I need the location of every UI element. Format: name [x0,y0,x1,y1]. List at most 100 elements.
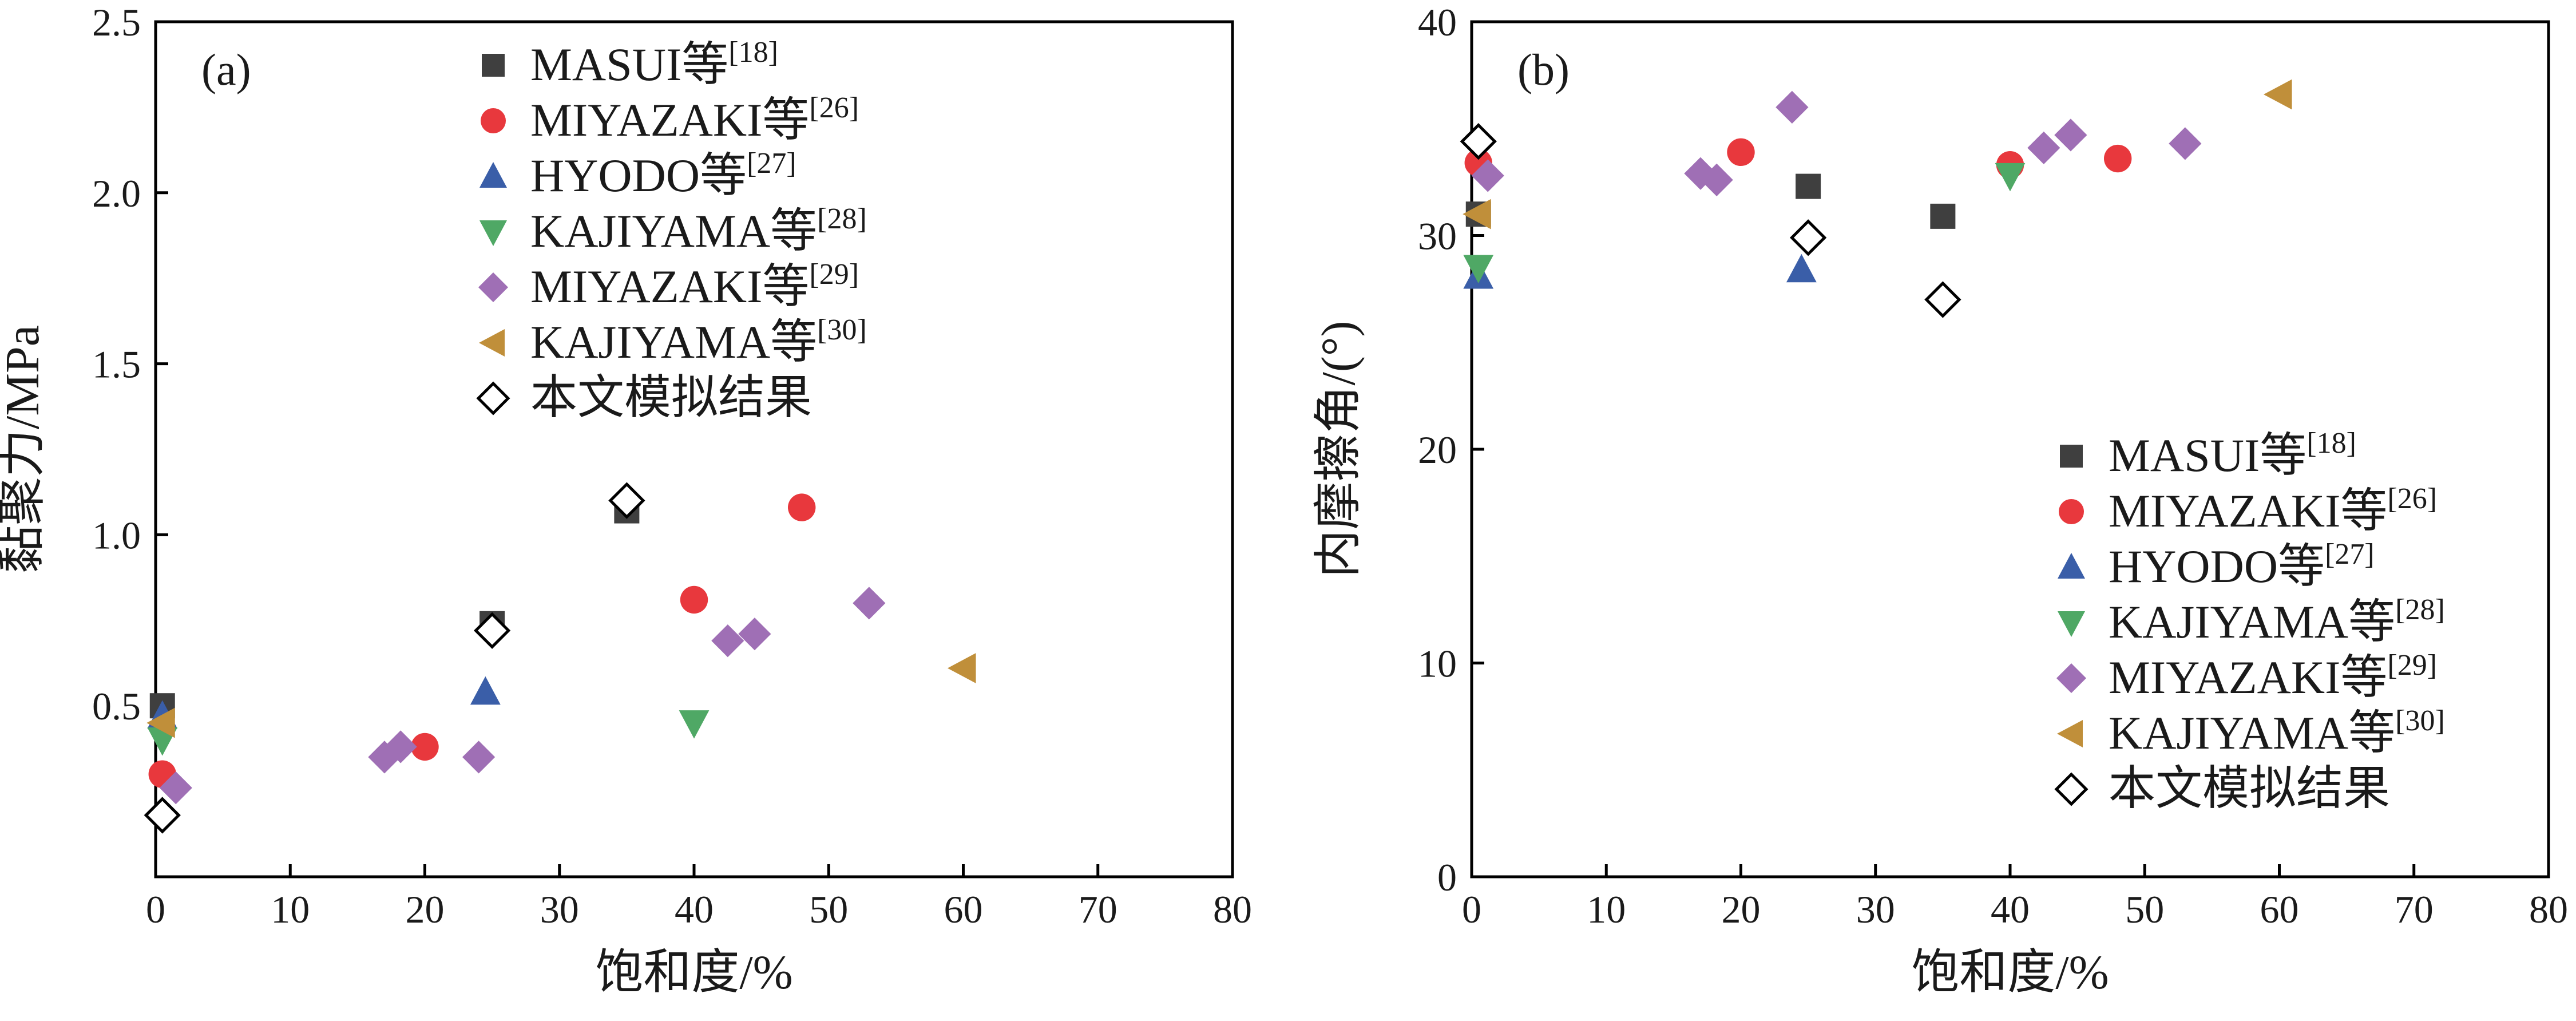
legend-entry-label: MIYAZAKI等[29] [530,258,859,312]
x-axis-title: 饱和度/% [595,946,792,999]
data-point [1471,159,1504,192]
data-point [2104,144,2132,173]
legend-marker [479,162,507,188]
y-tick-label: 1.5 [92,343,141,386]
legend-reference: [26] [809,92,859,124]
data-point [411,733,439,761]
y-axis-title: 内摩擦角/(°) [1312,321,1365,578]
legend-reference: [27] [747,147,796,180]
chart-panel-a: 0 10 20 30 40 50 60 70 80 0.5 1.0 1.5 2.0 2.5 饱和度/% 黏聚力… [0,1,1252,999]
data-point [384,730,417,763]
data-point [679,710,710,739]
legend-marker [482,54,505,77]
panel-label: (a) [201,45,251,94]
x-tick-label: 70 [1079,888,1117,931]
legend-reference: [28] [817,203,867,235]
x-tick-label: 60 [2260,888,2299,931]
data-point [1995,163,2026,192]
legend-reference: [26] [2387,482,2437,515]
x-tick-label: 40 [1991,888,2030,931]
legend-entry-label: 本文模拟结果 [530,371,812,424]
chart-panel-b: 0 10 20 30 40 50 60 70 80 0 10 20 30 40 饱和度/% 内摩擦角/(°) (… [1312,1,2568,999]
legend-entry-label: MASUI等[18] [2109,427,2356,481]
data-point [1930,203,1956,229]
data-point [711,624,744,658]
y-tick-label: 40 [1418,1,1457,44]
x-tick-label: 20 [406,888,445,931]
x-tick-label: 0 [146,888,165,931]
legend-marker [2058,553,2085,579]
legend-marker [478,272,508,302]
legend-marker [479,220,507,246]
data-point [2169,127,2202,160]
data-point [470,676,501,705]
x-tick-label: 60 [944,888,983,931]
y-tick-label: 0.5 [92,684,141,728]
legend-entry-label: KAJIYAMA等[28] [530,203,867,257]
data-point [1727,138,1755,167]
legend-reference: [29] [2387,649,2437,682]
data-point [1786,254,1817,283]
data-point [1789,219,1827,256]
data-point [1924,281,1961,318]
legend: MASUI等[18]MIYAZAKI等[26]HYODO等[27]KAJIYAM… [2054,427,2445,814]
data-point [159,771,192,805]
legend-entry-label: MIYAZAKI等[29] [2109,649,2437,703]
data-point [853,587,886,620]
legend-marker [2058,611,2085,637]
legend: MASUI等[18]MIYAZAKI等[26]HYODO等[27]KAJIYAM… [476,36,867,424]
data-point [2054,118,2087,152]
legend-marker [2054,772,2088,806]
legend-entry-label: MIYAZAKI等[26] [530,92,859,146]
legend-reference: [18] [2306,427,2356,460]
x-tick-label: 30 [540,888,579,931]
legend-marker [2060,445,2083,468]
legend-entry-label: HYODO等[27] [2109,538,2375,592]
data-point [608,482,645,519]
x-tick-label: 70 [2395,888,2434,931]
legend-entry-label: KAJIYAMA等[30] [2109,705,2445,759]
legend-entry-label: MASUI等[18] [530,36,778,90]
legend-reference: [27] [2325,538,2375,571]
data-point [680,585,708,614]
y-tick-label: 20 [1418,428,1457,472]
y-tick-label: 2.0 [92,172,141,215]
data-point [1463,255,1494,284]
data-point [473,612,511,649]
data-point [2264,79,2292,110]
y-tick-label: 30 [1418,215,1457,258]
data-point [146,707,175,738]
x-axis-title: 饱和度/% [1911,946,2109,999]
legend-marker [2056,663,2086,693]
legend-reference: [29] [809,258,859,291]
legend-entry-label: KAJIYAMA等[28] [2109,593,2445,648]
x-tick-label: 40 [675,888,714,931]
legend-marker [2059,499,2084,524]
y-tick-label: 2.5 [92,1,141,44]
x-tick-label: 10 [271,888,310,931]
legend-reference: [30] [817,314,867,346]
data-point [948,653,976,683]
x-tick-label: 10 [1587,888,1626,931]
x-tick-label: 50 [2125,888,2164,931]
legend-marker [481,108,506,133]
x-tick-label: 80 [2529,888,2568,931]
legend-entry-label: MIYAZAKI等[26] [2109,482,2437,537]
data-point [1460,123,1497,160]
legend-entry-label: 本文模拟结果 [2109,762,2390,814]
legend-marker [2057,720,2083,747]
legend-reference: [30] [2395,705,2445,737]
x-tick-label: 0 [1462,888,1481,931]
y-tick-label: 10 [1418,642,1457,686]
data-point [1700,163,1733,196]
data-point [738,618,771,651]
data-point [2027,131,2060,164]
legend-marker [479,329,505,357]
data-point [1776,90,1809,124]
legend-entry-label: HYODO等[27] [530,147,796,201]
data-point [1463,199,1491,229]
legend-reference: [28] [2395,593,2445,626]
legend-marker [476,381,510,415]
data-point [462,741,496,774]
